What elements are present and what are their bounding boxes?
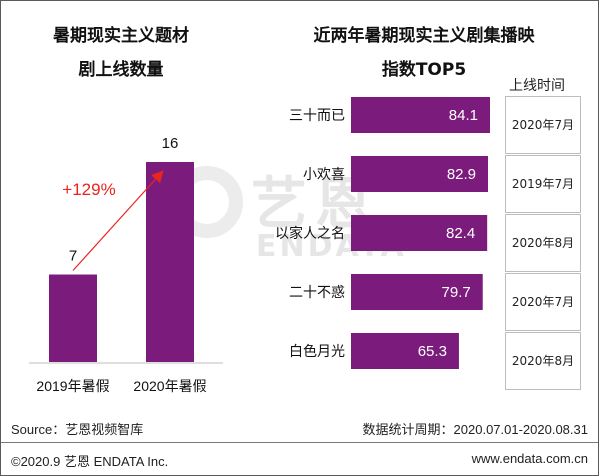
source-text: Source：艺恩视频智库 bbox=[11, 422, 144, 437]
right-category-label-2: 小欢喜 bbox=[303, 166, 345, 182]
left-title-line-1: 暑期现实主义题材 bbox=[53, 26, 189, 46]
left-category-label-1: 2019年暑假 bbox=[36, 378, 109, 394]
copyright-text: ©2020.9 艺恩 ENDATA Inc. bbox=[11, 454, 169, 469]
left-bar-value-1: 7 bbox=[69, 248, 77, 265]
right-bar-value-1: 84.1 bbox=[449, 107, 478, 124]
left-bar-1 bbox=[49, 274, 97, 362]
right-title-line-1: 近两年暑期现实主义剧集播映 bbox=[313, 26, 535, 46]
right-bar-3 bbox=[351, 215, 488, 251]
release-date-cell-4: 2020年7月 bbox=[505, 273, 581, 331]
right-bar-value-2: 82.9 bbox=[447, 166, 476, 183]
release-date-cell-3: 2020年8月 bbox=[505, 214, 581, 272]
release-date-cell-2: 2019年7月 bbox=[505, 155, 581, 213]
data-period-text: 数据统计周期：2020.07.01-2020.08.31 bbox=[362, 422, 588, 437]
right-bar-value-4: 79.7 bbox=[442, 284, 471, 301]
right-category-label-4: 二十不惑 bbox=[289, 284, 345, 300]
left-bar-2 bbox=[146, 162, 194, 362]
right-bar-1 bbox=[351, 97, 490, 133]
growth-arrow-icon bbox=[72, 170, 164, 271]
right-bar-5 bbox=[351, 333, 459, 369]
release-date-cell-5: 2020年8月 bbox=[505, 332, 581, 390]
footer-divider bbox=[1, 442, 598, 443]
right-title-line-2: 指数TOP5 bbox=[381, 60, 467, 80]
right-chart-title: 近两年暑期现实主义剧集播映 指数TOP5 bbox=[269, 19, 579, 87]
right-bar-value-5: 65.3 bbox=[418, 343, 447, 360]
right-bar-2 bbox=[351, 156, 489, 192]
website-text: www.endata.com.cn bbox=[471, 451, 588, 466]
right-category-label-3: 以家人之名 bbox=[275, 225, 345, 241]
left-category-label-2: 2020年暑假 bbox=[133, 378, 206, 394]
left-title-line-2: 剧上线数量 bbox=[78, 60, 164, 80]
release-date-cell-1: 2020年7月 bbox=[505, 96, 581, 154]
right-bar-4 bbox=[351, 274, 483, 310]
right-category-label-1: 三十而已 bbox=[289, 107, 345, 123]
right-category-label-5: 白色月光 bbox=[289, 343, 345, 359]
left-bar-value-2: 16 bbox=[162, 135, 179, 152]
growth-annotation: +129% bbox=[62, 180, 115, 199]
left-chart-title: 暑期现实主义题材 剧上线数量 bbox=[1, 19, 241, 87]
release-date-header: 上线时间 bbox=[509, 78, 565, 94]
right-bar-value-3: 82.4 bbox=[446, 225, 475, 242]
